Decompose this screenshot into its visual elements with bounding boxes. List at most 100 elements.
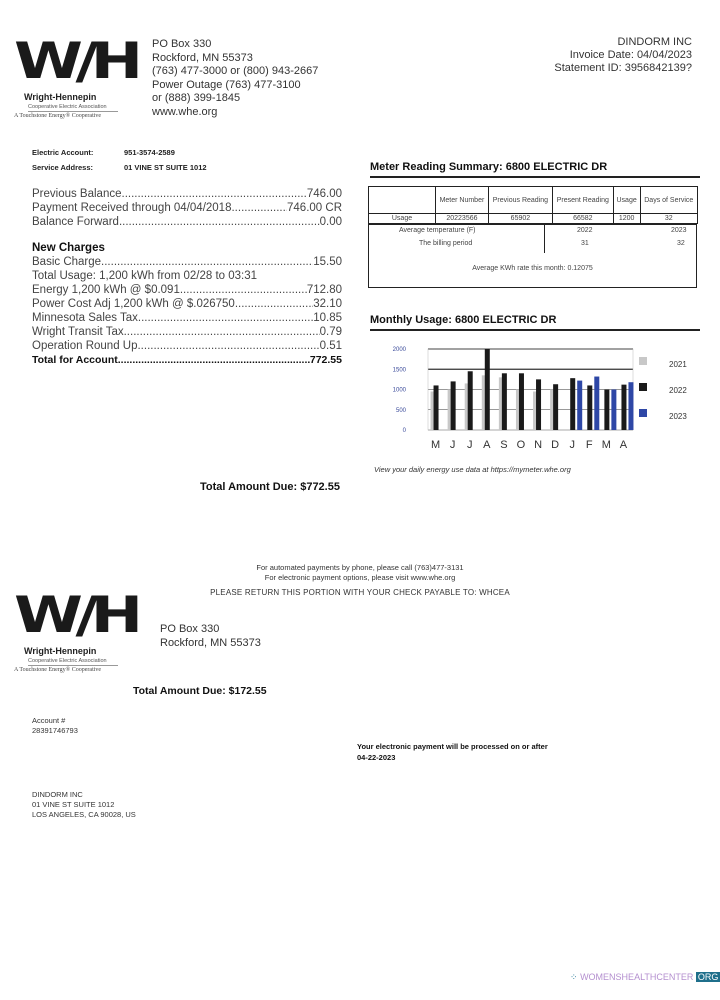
- address-line: LOS ANGELES, CA 90028, US: [32, 810, 136, 819]
- legend-label: 2023: [669, 412, 687, 421]
- meter-table-wrap: Meter Number Previous Reading Present Re…: [368, 186, 699, 288]
- year-b: 2023: [671, 227, 687, 234]
- epay-notice: Your electronic payment will be processe…: [357, 741, 548, 763]
- ledger-row: Energy 1,200 kWh @ $0.091 712.80: [32, 283, 342, 297]
- ledger-row: Minnesota Sales Tax 10.85: [32, 311, 342, 325]
- ledger-label: Balance Forward: [32, 216, 119, 228]
- total-amount-due: Total Amount Due: $772.55: [200, 481, 340, 493]
- x-tick-label: J: [450, 439, 456, 451]
- account-number: 28391746793: [32, 726, 78, 735]
- x-tick-label: F: [586, 439, 593, 451]
- legend-label: 2022: [669, 386, 687, 395]
- company-logo-stub: W/H Wright-Hennepin Cooperative Electric…: [14, 584, 143, 674]
- ledger-value: 32.10: [313, 298, 342, 310]
- legend-swatch: [639, 383, 647, 391]
- meter-cell: 65902: [487, 213, 553, 224]
- avg-temp-label: Average temperature (F): [399, 227, 476, 234]
- x-tick-label: A: [483, 439, 491, 451]
- logo-name: Wright-Hennepin: [24, 646, 97, 656]
- logo-subtitle: Cooperative Electric Association: [28, 103, 118, 112]
- ledger-row: Balance Forward 0.00: [32, 215, 342, 229]
- bar-2023: [628, 382, 634, 430]
- bar-2022: [553, 384, 559, 430]
- address-line: 01 VINE ST SUITE 1012: [32, 800, 115, 809]
- meter-header: [368, 186, 436, 214]
- ledger-row: Power Cost Adj 1,200 kWh @ $.026750 32.10: [32, 297, 342, 311]
- customer-mailing-address: DINDORM INC 01 VINE ST SUITE 1012 LOS AN…: [32, 790, 136, 820]
- watermark-badge: ORG: [695, 972, 720, 982]
- epay-line: Your electronic payment will be processe…: [357, 742, 548, 751]
- meter-cell: Usage: [368, 213, 436, 224]
- ledger-row: Previous Balance 746.00: [32, 187, 342, 201]
- account-label: Account #: [32, 716, 66, 725]
- bar-2022: [536, 379, 542, 430]
- new-charges-title: New Charges: [32, 242, 105, 254]
- ledger-value: 0.79: [319, 326, 342, 338]
- ledger-label: Wright Transit Tax: [32, 326, 124, 338]
- logo-mark: W/H: [14, 586, 143, 644]
- bar-2023: [577, 380, 583, 430]
- statement-id: Statement ID: 3956842139?: [554, 62, 692, 74]
- logo-name: Wright-Hennepin: [24, 92, 97, 102]
- ledger-label: Total for Account: [32, 354, 118, 366]
- meter-header: Previous Reading: [487, 186, 553, 214]
- meter-header: Meter Number: [435, 186, 489, 214]
- meter-cell: 66582: [551, 213, 614, 224]
- ledger-value: 772.55: [309, 354, 342, 366]
- x-tick-label: S: [500, 439, 507, 451]
- watermark-text: WOMENSHEALTHCENTER: [580, 972, 694, 982]
- watermark: ⁘ WOMENSHEALTHCENTER ORG: [570, 972, 720, 983]
- electric-account-label: Electric Account:: [32, 148, 94, 157]
- ledger-value: 0.51: [319, 340, 342, 352]
- x-tick-label: J: [569, 439, 575, 451]
- bar-2022: [604, 389, 610, 430]
- ledger-label: Payment Received through 04/04/2018: [32, 202, 232, 214]
- billing-period-label: The billing period: [419, 240, 473, 247]
- electronic-payment-note: For electronic payment options, please v…: [264, 573, 456, 582]
- meter-table: Meter Number Previous Reading Present Re…: [368, 186, 699, 224]
- epay-date: 04-22-2023: [357, 753, 396, 762]
- service-address: 01 VINE ST SUITE 1012: [124, 163, 207, 172]
- ledger-value: 0.00: [319, 216, 342, 228]
- balance-summary: Previous Balance 746.00 Payment Received …: [32, 187, 342, 367]
- logo-subtitle: Cooperative Electric Association: [28, 657, 118, 666]
- address-line: (763) 477-3000 or (800) 943-2667: [152, 65, 319, 77]
- address-line: DINDORM INC: [32, 790, 83, 799]
- y-tick-label: 500: [396, 408, 407, 414]
- bar-2022: [433, 385, 439, 430]
- avg-kwh-rate: Average KWh rate this month: 0.12075: [472, 265, 593, 272]
- meter-header: Usage: [612, 186, 641, 214]
- bar-2023: [611, 389, 617, 430]
- meter-cell: 1200: [612, 213, 641, 224]
- ledger-row: Payment Received through 04/04/2018 746.0…: [32, 201, 342, 215]
- logo-mark: W/H: [14, 32, 143, 90]
- ledger-label: Previous Balance: [32, 188, 122, 200]
- address-line: Power Outage (763) 477-3100: [152, 78, 301, 91]
- usage-chart-title: Monthly Usage: 6800 ELECTRIC DR: [370, 314, 700, 331]
- bar-2022: [501, 373, 507, 430]
- x-tick-label: N: [534, 439, 542, 451]
- account-info: Electric Account: 951-3574-2589 Service A…: [32, 145, 207, 175]
- ledger-label: Power Cost Adj 1,200 kWh @ $.026750: [32, 298, 235, 310]
- ledger-row: Basic Charge 15.50: [32, 255, 342, 269]
- address-line: Rockford, MN 55373: [152, 51, 253, 64]
- meter-averages: Average temperature (F) The billing peri…: [368, 224, 697, 288]
- logo-tagline: A Touchstone Energy® Cooperative: [14, 113, 102, 119]
- payment-notes: For automated payments by phone, please …: [0, 563, 720, 598]
- customer-name: DINDORM INC: [617, 36, 692, 48]
- bar-2022: [570, 378, 576, 430]
- usage-footnote: View your daily energy use data at https…: [374, 465, 571, 474]
- legend-label: 2021: [669, 360, 687, 369]
- service-address-label: Service Address:: [32, 163, 94, 172]
- bar-2022: [518, 373, 524, 430]
- ledger-label: Energy 1,200 kWh @ $0.091: [32, 284, 180, 296]
- usage-line: Total Usage: 1,200 kWh from 02/28 to 03:…: [32, 270, 258, 282]
- y-tick-label: 1000: [393, 388, 407, 394]
- invoice-date: Invoice Date: 04/04/2023: [569, 49, 692, 61]
- dots-icon: ⁘: [570, 972, 578, 982]
- website-link[interactable]: www.whe.org: [152, 105, 218, 118]
- x-tick-label: M: [602, 439, 611, 451]
- return-portion-note: PLEASE RETURN THIS PORTION WITH YOUR CHE…: [210, 588, 510, 597]
- ledger-value: 746.00 CR: [287, 202, 342, 214]
